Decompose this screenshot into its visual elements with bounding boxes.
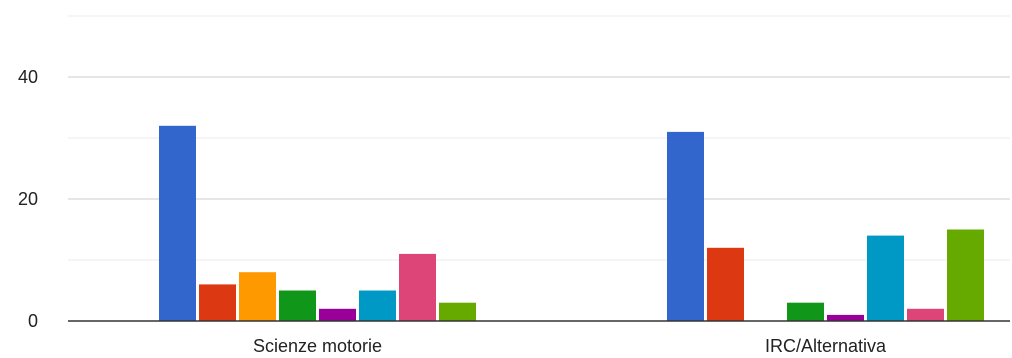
bar [439, 302, 476, 321]
bar [199, 284, 236, 321]
bars [159, 125, 984, 321]
gridlines [68, 15, 1010, 261]
bar [827, 314, 864, 321]
bar [319, 308, 356, 321]
bar [867, 235, 904, 321]
bar [239, 272, 276, 321]
bar [279, 290, 316, 321]
y-tick-label: 20 [18, 189, 38, 209]
bar [707, 247, 744, 321]
y-tick-label: 0 [28, 311, 38, 331]
bar [667, 131, 704, 321]
y-axis-ticks: 0 20 40 [18, 67, 38, 331]
bar [399, 253, 436, 321]
bar [359, 290, 396, 321]
y-tick-label: 40 [18, 67, 38, 87]
x-axis-ticks: Scienze motorie IRC/Alternativa [253, 336, 887, 356]
bar [947, 229, 984, 321]
bar [907, 308, 944, 321]
x-tick-label: Scienze motorie [253, 336, 382, 356]
bar [159, 125, 196, 321]
x-tick-label: IRC/Alternativa [765, 336, 887, 356]
bar [787, 302, 824, 321]
